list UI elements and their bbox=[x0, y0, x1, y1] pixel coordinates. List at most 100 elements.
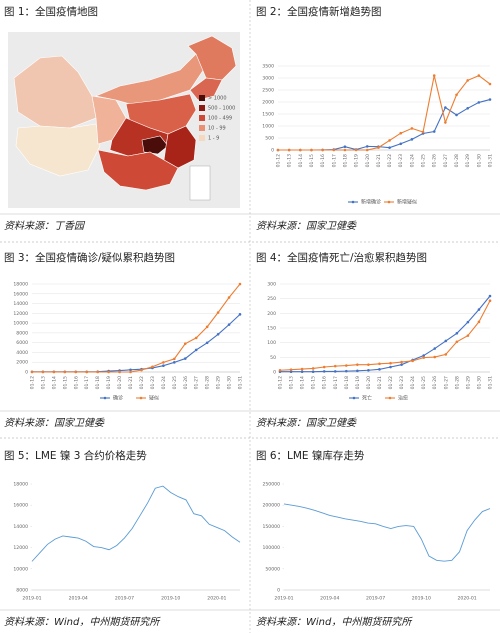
x-tick-label: 01-23 bbox=[398, 154, 404, 167]
x-tick-label: 01-20 bbox=[117, 376, 123, 389]
legend-label: > 1000 bbox=[208, 96, 227, 102]
y-tick-label: 100 bbox=[267, 340, 276, 346]
y-tick-label: 10000 bbox=[13, 321, 28, 327]
x-tick-label: 01-30 bbox=[476, 154, 482, 167]
point bbox=[333, 370, 337, 373]
x-tick-label: 01-29 bbox=[465, 376, 471, 389]
point bbox=[399, 142, 403, 146]
point bbox=[41, 370, 45, 374]
point bbox=[63, 370, 67, 374]
x-tick-label: 2020-01 bbox=[207, 596, 226, 602]
point bbox=[345, 369, 348, 373]
x-tick-label: 01-14 bbox=[298, 154, 304, 167]
y-tick-label: 150 bbox=[267, 326, 276, 332]
point bbox=[52, 370, 56, 374]
point bbox=[488, 98, 492, 101]
y-tick-label: 3000 bbox=[262, 76, 274, 82]
point bbox=[433, 355, 437, 359]
point bbox=[422, 356, 425, 359]
point bbox=[289, 368, 293, 371]
point bbox=[321, 148, 324, 152]
x-tick-label: 01-12 bbox=[276, 154, 282, 167]
y-tick-label: 300 bbox=[267, 282, 276, 288]
legend-marker bbox=[139, 396, 143, 400]
y-tick-label: 3500 bbox=[262, 64, 274, 70]
point bbox=[399, 131, 403, 135]
province bbox=[163, 125, 197, 169]
x-tick-label: 01-14 bbox=[51, 376, 57, 389]
x-tick-label: 01-25 bbox=[172, 376, 178, 389]
point bbox=[444, 339, 448, 343]
point bbox=[455, 340, 459, 344]
point bbox=[140, 368, 143, 372]
series-line bbox=[31, 485, 241, 562]
y-tick-label: 12000 bbox=[13, 545, 28, 551]
x-tick-label: 01-19 bbox=[354, 154, 360, 167]
south-sea-inset bbox=[189, 165, 211, 201]
figure-title: 图 3：全国疫情确诊/疑似累积趋势图 bbox=[4, 251, 175, 264]
point bbox=[162, 361, 165, 364]
x-tick-label: 01-21 bbox=[376, 154, 382, 167]
point bbox=[455, 331, 459, 335]
point bbox=[354, 148, 358, 152]
point bbox=[276, 148, 280, 152]
legend-swatch bbox=[199, 115, 205, 121]
y-tick-label: 50000 bbox=[265, 566, 280, 572]
legend-label: 1 - 9 bbox=[208, 136, 219, 142]
point bbox=[488, 294, 492, 298]
point bbox=[488, 82, 492, 86]
point bbox=[377, 146, 380, 149]
point bbox=[400, 363, 403, 366]
x-tick-label: 2019-07 bbox=[115, 596, 134, 602]
point bbox=[310, 148, 313, 152]
x-tick-label: 01-13 bbox=[289, 376, 295, 389]
province bbox=[189, 77, 223, 101]
point bbox=[343, 145, 347, 149]
point bbox=[311, 367, 315, 370]
legend-label: 新增疑似 bbox=[397, 199, 417, 206]
point bbox=[85, 370, 89, 374]
point bbox=[333, 364, 337, 368]
x-tick-label: 01-23 bbox=[399, 376, 405, 389]
point bbox=[466, 320, 470, 324]
series-line bbox=[283, 503, 491, 562]
point bbox=[278, 368, 282, 372]
figure-source: 资料来源：国家卫健委 bbox=[256, 417, 357, 429]
x-tick-label: 2019-07 bbox=[366, 596, 385, 602]
figure-source: 资料来源：丁香园 bbox=[4, 220, 86, 232]
point bbox=[388, 146, 391, 149]
point bbox=[367, 368, 370, 372]
point bbox=[400, 360, 403, 364]
x-tick-label: 01-22 bbox=[388, 376, 394, 389]
province bbox=[97, 149, 179, 191]
point bbox=[410, 138, 414, 141]
point bbox=[466, 79, 469, 82]
figure-title: 图 5：LME 镍 3 合约价格走势 bbox=[4, 449, 147, 462]
legend-marker bbox=[103, 396, 107, 400]
x-tick-label: 01-19 bbox=[106, 376, 112, 389]
point bbox=[444, 121, 447, 124]
y-tick-label: 2000 bbox=[16, 360, 28, 366]
point bbox=[422, 354, 425, 357]
point bbox=[194, 336, 198, 340]
legend-label: 500 - 1000 bbox=[208, 106, 235, 112]
legend-label: 疑似 bbox=[149, 395, 159, 402]
x-tick-label: 01-30 bbox=[476, 376, 482, 389]
point bbox=[205, 341, 209, 345]
y-tick-label: 0 bbox=[25, 370, 28, 376]
y-tick-label: 500 bbox=[265, 136, 274, 142]
point bbox=[388, 139, 391, 142]
legend-marker bbox=[352, 396, 356, 400]
point bbox=[477, 74, 481, 77]
x-tick-label: 01-16 bbox=[73, 376, 79, 389]
point bbox=[96, 370, 99, 374]
point bbox=[300, 370, 304, 374]
x-tick-label: 01-29 bbox=[216, 376, 222, 389]
point bbox=[287, 148, 291, 152]
point bbox=[216, 333, 220, 336]
x-tick-label: 01-26 bbox=[183, 376, 189, 389]
point bbox=[118, 370, 121, 374]
point bbox=[455, 113, 458, 117]
x-tick-label: 01-14 bbox=[300, 376, 306, 389]
